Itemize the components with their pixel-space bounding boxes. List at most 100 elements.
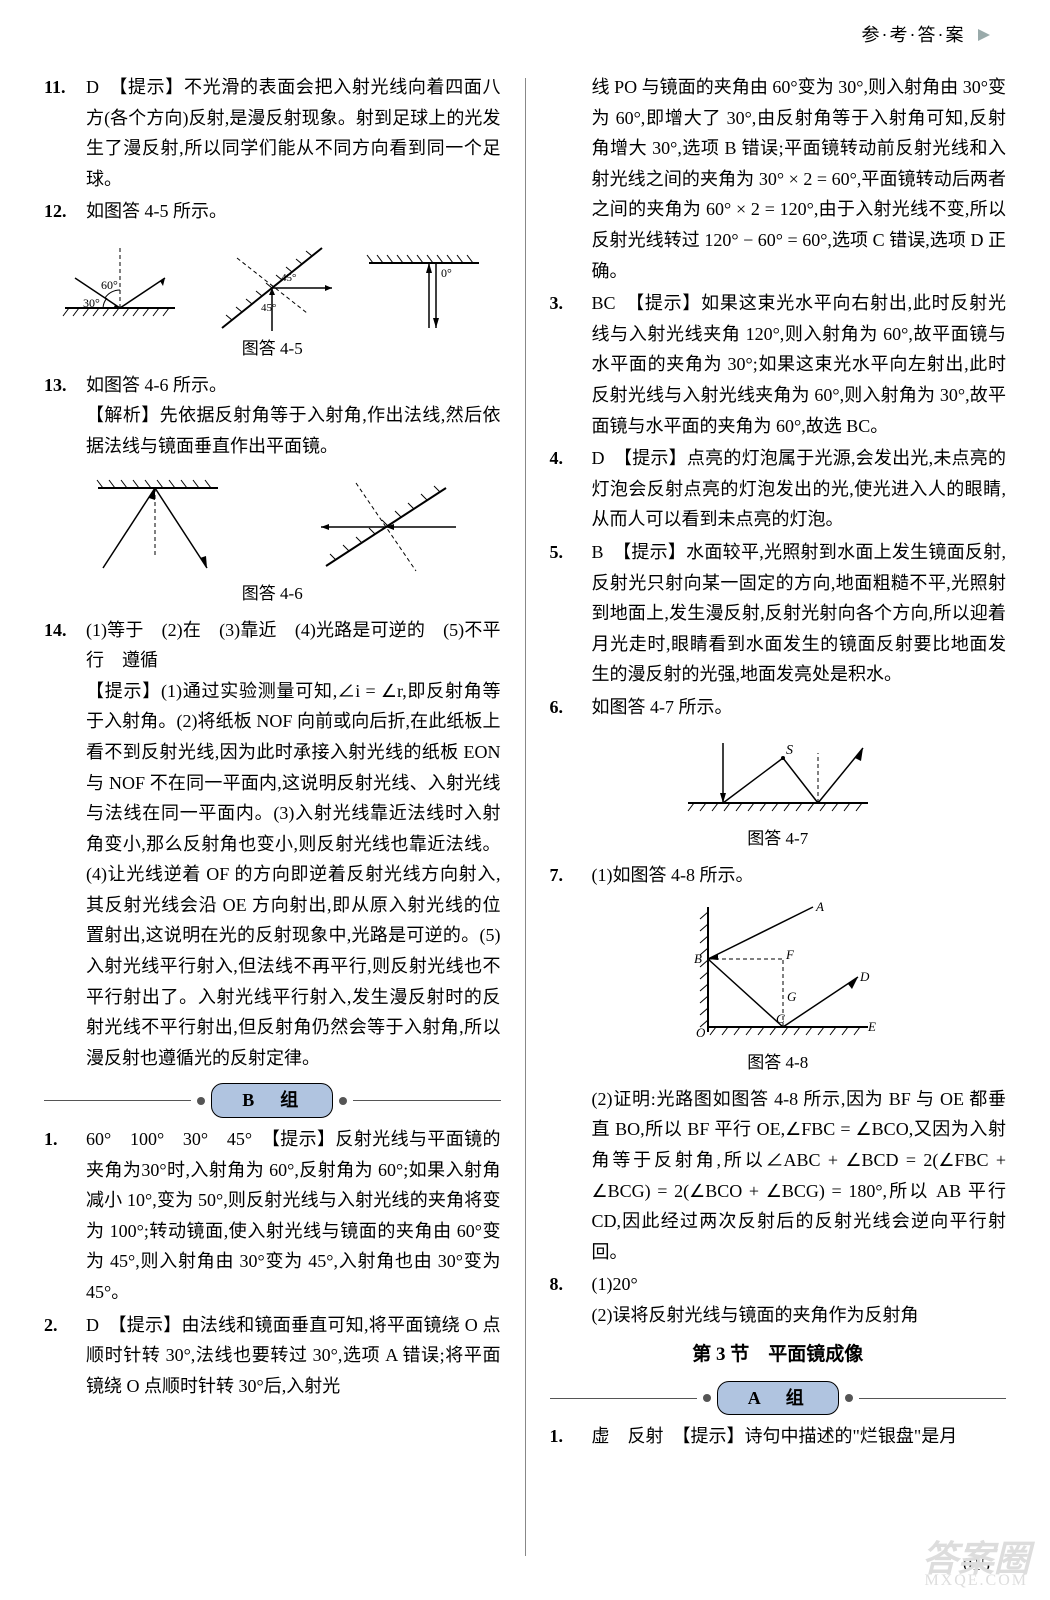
header-text: 参·考·答·案 [862, 25, 966, 45]
q-text: D 【提示】点亮的灯泡属于光源,会发出光,未点亮的灯泡会反射点亮的灯泡发出的光,… [592, 443, 1007, 535]
svg-text:B: B [694, 951, 702, 966]
q3: 3. BC 【提示】如果这束光水平向右射出,此时反射光线与入射光线夹角 120°… [550, 288, 1007, 441]
q-num: 1. [44, 1124, 86, 1308]
hint: 【提示】由法线和镜面垂直可知,将平面镜绕 O 点顺时针转 30°,法线也要转过 … [86, 1315, 501, 1396]
svg-text:D: D [859, 969, 870, 984]
group-b-badge: B 组 [44, 1083, 501, 1118]
svg-text:45°: 45° [281, 272, 296, 284]
svg-text:45°: 45° [261, 302, 276, 314]
p1: (1)20° [592, 1274, 638, 1294]
svg-text:C: C [776, 1011, 785, 1026]
svg-text:30°: 30° [83, 296, 100, 310]
answer: 虚 反射 [592, 1426, 664, 1446]
group-a-badge: A 组 [550, 1381, 1007, 1416]
svg-text:G: G [787, 989, 797, 1004]
analysis: 【解析】先依据反射角等于入射角,作出法线,然后依据法线与镜面垂直作出平面镜。 [86, 405, 501, 456]
svg-text:A: A [815, 899, 824, 914]
q-num: 4. [550, 443, 592, 535]
figure-4-7: S [550, 728, 1007, 823]
left-column: 11. D 【提示】不光滑的表面会把入射光线向着四面八方(各个方向)反射,是漫反… [44, 72, 501, 1550]
section-title: 第 3 节 平面镜成像 [550, 1339, 1007, 1371]
q6: 6. 如图答 4-7 所示。 [550, 692, 1007, 723]
badge-label: A 组 [717, 1381, 839, 1416]
q-text: D 【提示】由法线和镜面垂直可知,将平面镜绕 O 点顺时针转 30°,法线也要转… [86, 1310, 501, 1402]
q7p2: (2)证明:光路图如图答 4-8 所示,因为 BF 与 OE 都垂直 BO,所以… [550, 1084, 1007, 1268]
a-q1: 1. 虚 反射 【提示】诗句中描述的"烂银盘"是月 [550, 1421, 1007, 1452]
q14: 14. (1)等于 (2)在 (3)靠近 (4)光路是可逆的 (5)不平行 遵循… [44, 615, 501, 1074]
content-columns: 11. D 【提示】不光滑的表面会把入射光线向着四面八方(各个方向)反射,是漫反… [44, 72, 1006, 1550]
q-num: 1. [550, 1421, 592, 1452]
q-num: 8. [550, 1269, 592, 1330]
q-num: 5. [550, 537, 592, 690]
fig45-c: 0° [359, 233, 489, 333]
text: 如图答 4-6 所示。 [86, 375, 227, 395]
svg-text:E: E [867, 1019, 876, 1034]
hint: 【提示】如果这束光水平向右射出,此时反射光线与入射光线夹角 120°,则入射角为… [592, 293, 1007, 435]
q-text: BC 【提示】如果这束光水平向右射出,此时反射光线与入射光线夹角 120°,则入… [592, 288, 1007, 441]
q12: 12. 如图答 4-5 所示。 [44, 196, 501, 227]
answer: D [86, 77, 99, 97]
hint: 【提示】不光滑的表面会把入射光线向着四面八方(各个方向)反射,是漫反射现象。射到… [86, 77, 501, 189]
q-num: 12. [44, 196, 86, 227]
column-divider [525, 78, 526, 1556]
svg-text:60°: 60° [101, 278, 118, 292]
answer: B [592, 542, 604, 562]
svg-text:O: O [696, 1025, 706, 1040]
page-header: 参·考·答·案 [862, 20, 990, 51]
q11: 11. D 【提示】不光滑的表面会把入射光线向着四面八方(各个方向)反射,是漫反… [44, 72, 501, 194]
answer: D [86, 1315, 99, 1335]
q7: 7. (1)如图答 4-8 所示。 [550, 860, 1007, 891]
fig-caption: 图答 4-8 [550, 1049, 1007, 1078]
q-text: D 【提示】不光滑的表面会把入射光线向着四面八方(各个方向)反射,是漫反射现象。… [86, 72, 501, 194]
q-num: 3. [550, 288, 592, 441]
q-text: B 【提示】水面较平,光照射到水面上发生镜面反射,反射光只射向某一固定的方向,地… [592, 537, 1007, 690]
q-text: 虚 反射 【提示】诗句中描述的"烂银盘"是月 [592, 1421, 1007, 1452]
q-num: 11. [44, 72, 86, 194]
fig-caption: 图答 4-7 [550, 825, 1007, 854]
q-num: 14. [44, 615, 86, 1074]
answer: BC [592, 293, 616, 313]
q-num [550, 72, 592, 286]
fig-caption: 图答 4-6 [44, 580, 501, 609]
fig47-svg: S [668, 728, 888, 823]
q-text: 60° 100° 30° 45° 【提示】反射光线与平面镜的夹角为30°时,入射… [86, 1124, 501, 1308]
q-text: 如图答 4-6 所示。【解析】先依据反射角等于入射角,作出法线,然后依据法线与镜… [86, 370, 501, 462]
b-q1: 1. 60° 100° 30° 45° 【提示】反射光线与平面镜的夹角为30°时… [44, 1124, 501, 1308]
q-text: (1)等于 (2)在 (3)靠近 (4)光路是可逆的 (5)不平行 遵循【提示】… [86, 615, 501, 1074]
cont: 线 PO 与镜面的夹角由 60°变为 30°,则入射角由 30°变为 60°,即… [550, 72, 1007, 286]
hint: 【提示】点亮的灯泡属于光源,会发出光,未点亮的灯泡会反射点亮的灯泡发出的光,使光… [592, 448, 1007, 529]
q-text: (1)20° (2)误将反射光线与镜面的夹角作为反射角 [592, 1269, 1007, 1330]
q-num [550, 1084, 592, 1268]
p2: (2)误将反射光线与镜面的夹角作为反射角 [592, 1305, 919, 1325]
q5: 5. B 【提示】水面较平,光照射到水面上发生镜面反射,反射光只射向某一固定的方… [550, 537, 1007, 690]
hint: 【提示】反射光线与平面镜的夹角为30°时,入射角为 60°,反射角为 60°;如… [86, 1129, 501, 1302]
hint: 【提示】诗句中描述的"烂银盘"是月 [682, 1426, 958, 1446]
parts: (1)等于 (2)在 (3)靠近 (4)光路是可逆的 (5)不平行 遵循 [86, 620, 501, 671]
b-q2: 2. D 【提示】由法线和镜面垂直可知,将平面镜绕 O 点顺时针转 30°,法线… [44, 1310, 501, 1402]
figure-4-5: 60° 30° 45° 45° [44, 233, 501, 333]
answer: 60° 100° 30° 45° [86, 1129, 252, 1149]
fig48-svg: A B C D E F G O [668, 897, 888, 1047]
q-num: 2. [44, 1310, 86, 1402]
q13: 13. 如图答 4-6 所示。【解析】先依据反射角等于入射角,作出法线,然后依据… [44, 370, 501, 462]
q8: 8. (1)20° (2)误将反射光线与镜面的夹角作为反射角 [550, 1269, 1007, 1330]
fig-caption: 图答 4-5 [44, 335, 501, 364]
fig46-b [301, 468, 471, 578]
watermark-url: MXQE.COM [924, 1567, 1028, 1594]
q-text: 如图答 4-7 所示。 [592, 692, 1007, 723]
q-num: 6. [550, 692, 592, 723]
q-num: 13. [44, 370, 86, 462]
svg-text:0°: 0° [441, 266, 452, 280]
fig45-b: 45° 45° [207, 233, 337, 333]
figure-4-8: A B C D E F G O [550, 897, 1007, 1047]
q-num: 7. [550, 860, 592, 891]
figure-4-6 [44, 468, 501, 578]
q-text: (2)证明:光路图如图答 4-8 所示,因为 BF 与 OE 都垂直 BO,所以… [592, 1084, 1007, 1268]
q-text: 如图答 4-5 所示。 [86, 196, 501, 227]
arrow-icon [978, 29, 990, 41]
svg-text:S: S [786, 743, 793, 758]
hint: 【提示】水面较平,光照射到水面上发生镜面反射,反射光只射向某一固定的方向,地面粗… [592, 542, 1007, 684]
hint: 【提示】(1)通过实验测量可知,∠i = ∠r,即反射角等于入射角。(2)将纸板… [86, 681, 501, 1068]
right-column: 线 PO 与镜面的夹角由 60°变为 30°,则入射角由 30°变为 60°,即… [550, 72, 1007, 1550]
q-text: 线 PO 与镜面的夹角由 60°变为 30°,则入射角由 30°变为 60°,即… [592, 72, 1007, 286]
